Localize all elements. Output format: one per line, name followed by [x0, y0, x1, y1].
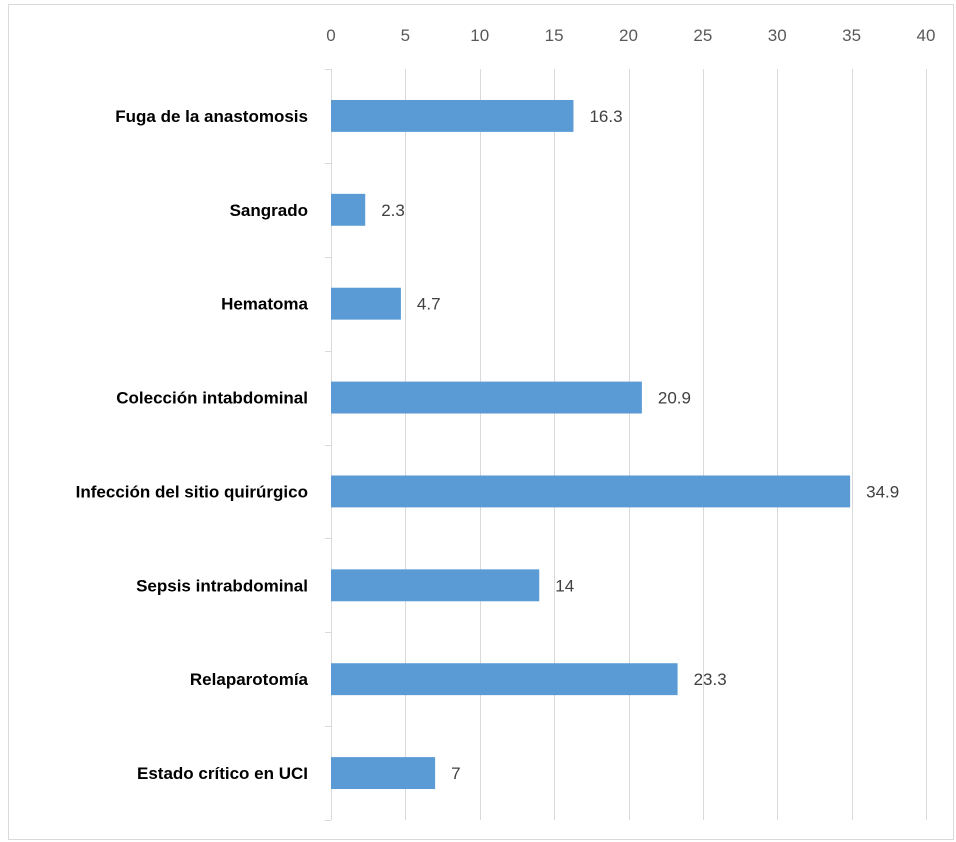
data-label-7: 7 [451, 764, 460, 783]
category-label-2: Hematoma [221, 295, 308, 314]
bar-3 [331, 381, 642, 414]
x-tick-label-10: 10 [470, 26, 489, 45]
data-label-5: 14 [555, 576, 574, 595]
category-label-6: Relaparotomía [190, 670, 309, 689]
x-tick-labels: 0 5 10 15 20 25 30 35 40 [326, 26, 935, 45]
bar-1 [331, 193, 366, 226]
bar-2 [331, 287, 401, 320]
data-labels: 16.3 2.3 4.7 20.9 34.9 14 23.3 7 [381, 107, 899, 783]
category-label-3: Colección intabdominal [116, 389, 308, 408]
x-tick-label-5: 5 [401, 26, 410, 45]
category-label-1: Sangrado [230, 201, 308, 220]
bar-6 [331, 663, 678, 696]
x-tick-label-15: 15 [545, 26, 564, 45]
x-tick-label-20: 20 [619, 26, 638, 45]
grid-layer [325, 69, 927, 821]
data-label-6: 23.3 [694, 670, 727, 689]
data-label-3: 20.9 [658, 389, 691, 408]
data-label-2: 4.7 [417, 295, 441, 314]
category-label-0: Fuga de la anastomosis [115, 107, 308, 126]
x-tick-label-25: 25 [693, 26, 712, 45]
bar-5 [331, 569, 540, 602]
bar-4 [331, 475, 851, 508]
category-label-5: Sepsis intrabdominal [136, 576, 308, 595]
category-labels: Fuga de la anastomosis Sangrado Hematoma Co… [76, 107, 309, 783]
data-label-4: 34.9 [866, 482, 899, 501]
x-tick-label-0: 0 [326, 26, 335, 45]
bar-0 [331, 99, 574, 132]
x-tick-label-40: 40 [917, 26, 936, 45]
bars [331, 99, 851, 790]
category-label-7: Estado crítico en UCI [137, 764, 308, 783]
category-label-4: Infección del sitio quirúrgico [76, 482, 308, 501]
data-label-0: 16.3 [589, 107, 622, 126]
data-label-1: 2.3 [381, 201, 405, 220]
x-tick-label-35: 35 [842, 26, 861, 45]
x-tick-label-30: 30 [768, 26, 787, 45]
bar-7 [331, 757, 436, 790]
